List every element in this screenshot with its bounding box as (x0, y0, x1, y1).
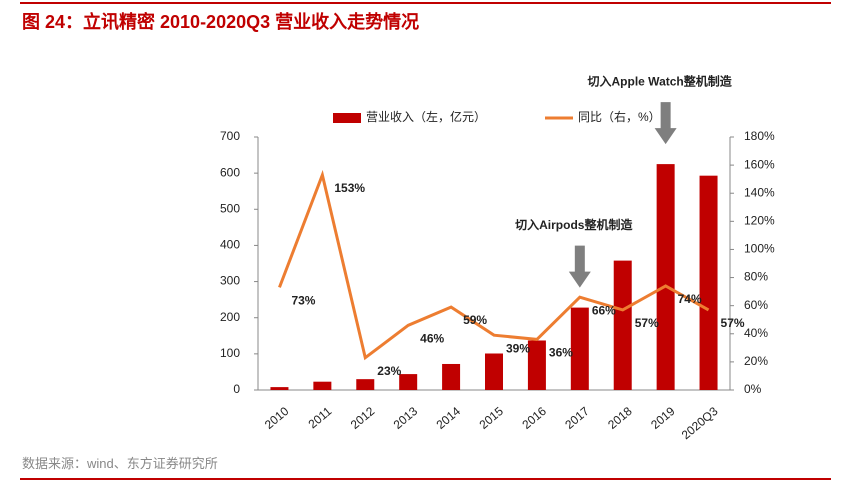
y2-tick-label: 180% (744, 129, 775, 143)
value-label: 57% (635, 316, 659, 330)
annotation: 切入Airpods整机制造 (515, 217, 633, 232)
x-tick-label: 2013 (391, 404, 421, 432)
y2-tick-label: 100% (744, 242, 775, 256)
bottom-rule (20, 478, 831, 480)
x-tick-label: 2014 (434, 404, 464, 432)
y2-tick-label: 80% (744, 270, 768, 284)
value-label: 74% (678, 292, 702, 306)
bar (313, 381, 332, 390)
x-tick-label: 2020Q3 (679, 404, 721, 442)
source-note: 数据来源：wind、东方证券研究所 (22, 456, 218, 471)
y2-tick-label: 120% (744, 214, 775, 228)
y2-tick-label: 160% (744, 157, 775, 171)
value-label: 57% (721, 316, 745, 330)
y2-tick-label: 20% (744, 354, 768, 368)
legend-swatch (333, 113, 361, 123)
bar (570, 307, 589, 390)
x-tick-label: 2011 (306, 404, 335, 432)
value-label: 39% (506, 341, 530, 355)
x-tick-label: 2016 (519, 404, 549, 432)
bar (656, 164, 675, 390)
y-tick-label: 500 (220, 201, 240, 215)
x-tick-label: 2018 (605, 404, 635, 432)
bar (527, 340, 546, 390)
chart-title: 图 24：立讯精密 2010-2020Q3 营业收入走势情况 (22, 12, 420, 32)
y2-tick-label: 0% (744, 382, 762, 396)
top-rule (20, 2, 831, 4)
annotation-arrow (654, 102, 677, 145)
y-tick-label: 700 (220, 129, 240, 143)
y2-tick-label: 60% (744, 298, 768, 312)
bar (442, 363, 461, 390)
bar (485, 353, 503, 390)
bar (699, 175, 718, 390)
y2-tick-label: 40% (744, 326, 768, 340)
value-label: 153% (334, 181, 365, 195)
y-tick-label: 400 (220, 238, 240, 252)
bar (356, 379, 375, 390)
x-tick-label: 2017 (562, 404, 592, 432)
legend-label: 营业收入（左，亿元） (366, 109, 486, 124)
legend-label: 同比（右，%） (578, 109, 661, 124)
annotation: 切入Apple Watch整机制造 (588, 73, 733, 88)
y2-tick-label: 140% (744, 185, 775, 199)
x-tick-label: 2015 (477, 404, 507, 432)
y-tick-label: 200 (220, 310, 240, 324)
value-label: 46% (420, 332, 444, 346)
line (278, 169, 710, 361)
y-tick-label: 0 (233, 382, 240, 396)
x-tick-label: 2010 (262, 404, 292, 432)
value-label: 59% (463, 313, 487, 327)
y-tick-label: 600 (220, 165, 240, 179)
y-tick-label: 300 (220, 274, 240, 288)
value-label: 36% (549, 346, 573, 360)
value-label: 73% (291, 294, 315, 308)
bar (613, 260, 632, 390)
y-tick-label: 100 (220, 346, 240, 360)
x-tick-label: 2019 (648, 404, 678, 432)
annotation-arrow (568, 245, 591, 288)
value-label: 23% (377, 364, 401, 378)
value-label: 66% (592, 303, 616, 317)
bar (399, 374, 418, 390)
bar (270, 387, 289, 390)
x-tick-label: 2012 (348, 404, 378, 432)
